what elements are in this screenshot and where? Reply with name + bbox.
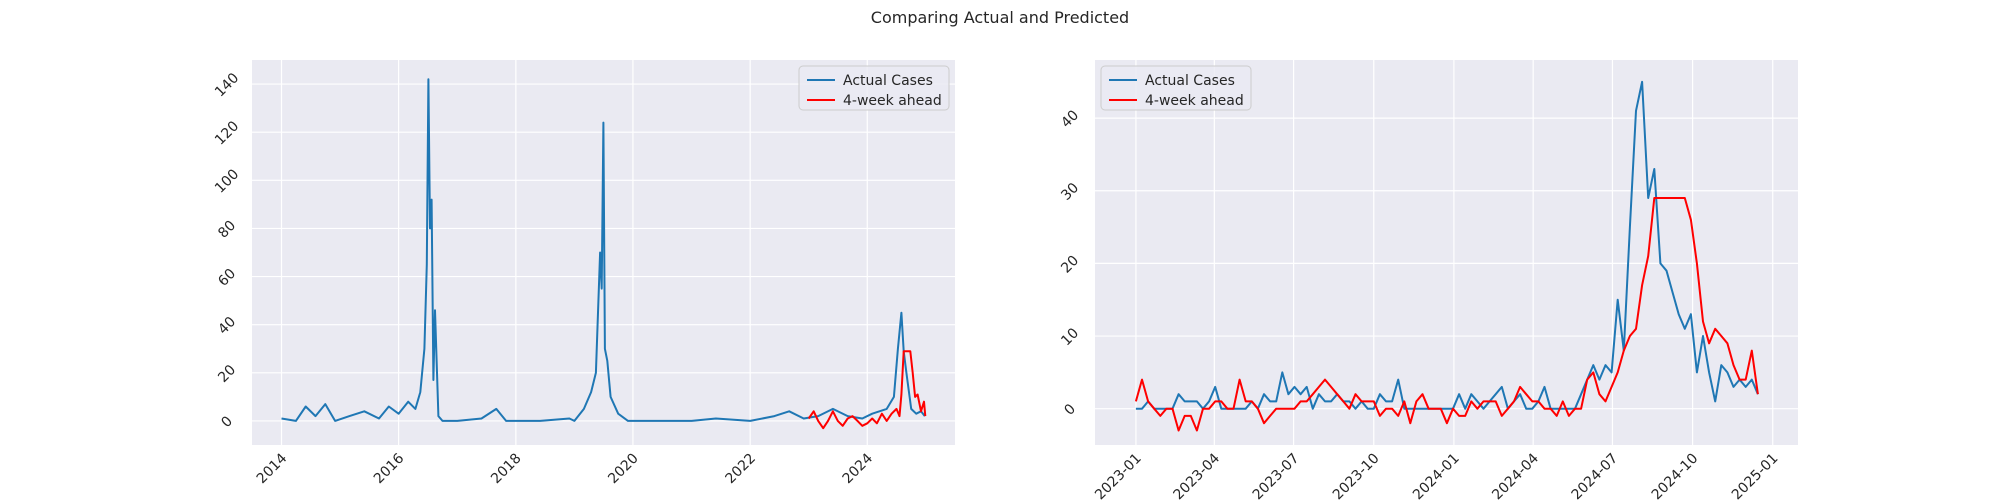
- x-tick-label: 2024-04: [1489, 450, 1542, 500]
- series-line-four-week-ahead: [1134, 197, 1759, 432]
- x-tick-label: 2014: [254, 450, 291, 487]
- x-tick-label: 2023-07: [1250, 451, 1303, 500]
- x-tick-label: 2018: [488, 451, 525, 488]
- y-tick-label: 0: [1061, 401, 1079, 419]
- y-tick-label: 20: [215, 362, 239, 386]
- x-tick-label: 2016: [371, 450, 408, 487]
- y-tick-label: 0: [218, 413, 236, 431]
- x-tick-label: 2023-01: [1092, 451, 1145, 500]
- legend-label: Actual Cases: [1145, 73, 1235, 89]
- x-tick-label: 2024-01: [1410, 451, 1463, 500]
- y-tick-label: 60: [215, 266, 239, 290]
- x-tick-label: 2025-01: [1729, 451, 1782, 500]
- legend-label: 4-week ahead: [843, 93, 942, 109]
- legend: Actual Cases 4-week ahead: [1100, 65, 1252, 111]
- x-tick-label: 2023-10: [1330, 451, 1383, 500]
- y-tick-label: 80: [215, 218, 239, 242]
- series-line-actual-cases: [281, 78, 926, 422]
- y-tick-label: 140: [212, 70, 242, 100]
- legend-label: Actual Cases: [843, 73, 933, 89]
- y-tick-label: 20: [1058, 253, 1082, 277]
- legend-label: 4-week ahead: [1145, 93, 1244, 109]
- legend-box: [798, 65, 950, 111]
- y-tick-label: 100: [212, 166, 242, 196]
- plot-area: [1095, 60, 1798, 445]
- x-tick-label: 2023-04: [1170, 450, 1223, 500]
- series-line-actual-cases: [1135, 80, 1759, 410]
- y-tick-label: 40: [1058, 107, 1082, 131]
- x-tick-label: 2024-10: [1649, 451, 1702, 500]
- legend-box: [1100, 65, 1252, 111]
- series-line-four-week-ahead: [807, 350, 927, 430]
- y-tick-label: 120: [212, 118, 242, 148]
- x-tick-label: 2024: [840, 450, 877, 487]
- y-tick-label: 30: [1058, 180, 1082, 204]
- chart-panel-2: 2023-01 2023-04 2023-07 2023-10 2024-01 2024-…: [1058, 60, 1798, 500]
- x-tick-label: 2020: [605, 451, 642, 488]
- y-tick-label: 40: [215, 314, 239, 338]
- x-tick-label: 2022: [722, 451, 759, 488]
- x-tick-label: 2024-07: [1569, 451, 1622, 500]
- legend: Actual Cases 4-week ahead: [798, 65, 950, 111]
- chart-panel-1: 2014 2016 2018 2020 2022 2024 0 20 40 60 80 100 120 1…: [212, 60, 955, 487]
- figure-title: Comparing Actual and Predicted: [870, 8, 1130, 27]
- y-tick-label: 10: [1058, 325, 1082, 349]
